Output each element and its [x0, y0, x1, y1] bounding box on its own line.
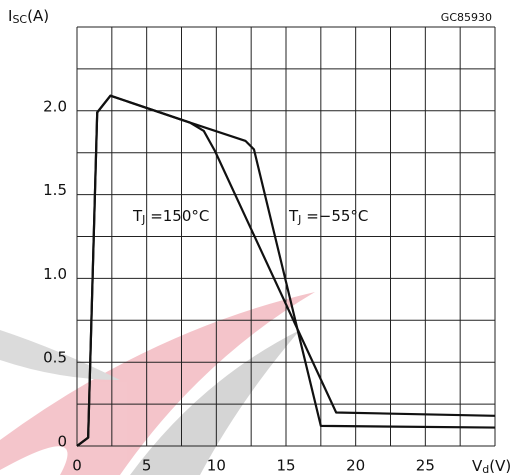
series-label-rest: =−55°C — [301, 207, 368, 225]
y-label-unit: (A) — [27, 7, 49, 25]
x-label-sub: d — [482, 463, 489, 475]
x-tick-label: 25 — [416, 457, 435, 475]
series-label-rest: =150°C — [145, 207, 209, 225]
y-tick-label: 1.0 — [43, 265, 67, 283]
y-tick-label: 0.5 — [43, 349, 67, 367]
y-tick-label: 0 — [57, 433, 67, 451]
y-label-sub: SC — [12, 13, 27, 26]
x-tick-label: 5 — [142, 457, 152, 475]
x-tick-label: 10 — [207, 457, 226, 475]
watermark — [0, 292, 315, 475]
x-tick-label: 15 — [276, 457, 295, 475]
y-tick-label: 1.5 — [43, 181, 67, 199]
x-tick-label: 0 — [72, 457, 82, 475]
series-label-main: T — [288, 207, 299, 225]
x-label-unit: (V) — [489, 457, 511, 475]
x-axis-label: Vd(V) — [472, 457, 511, 475]
series-label-sub: J — [297, 213, 301, 226]
series-label: TJ =−55°C — [288, 207, 368, 227]
series-label: TJ =150°C — [132, 207, 209, 227]
y-label-main: I — [8, 7, 12, 25]
x-label-main: V — [472, 457, 483, 475]
curve — [76, 94, 496, 447]
figure-code: GC85930 — [441, 11, 492, 24]
x-tick-label: 20 — [346, 457, 365, 475]
series-label-sub: J — [141, 213, 145, 226]
y-tick-label: 2.0 — [43, 97, 67, 115]
y-axis-label: ISC(A) — [8, 7, 49, 27]
series-label-main: T — [132, 207, 143, 225]
